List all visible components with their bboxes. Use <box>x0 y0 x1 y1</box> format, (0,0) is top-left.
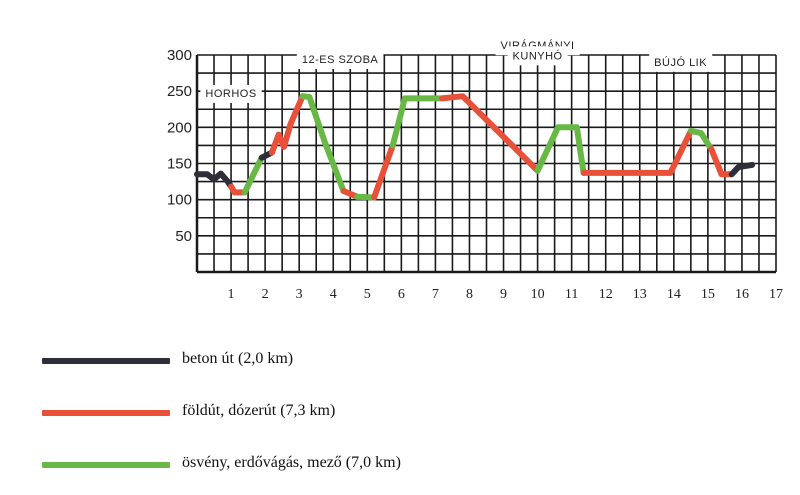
route-segment-osveny <box>534 124 587 176</box>
place-label: KUNYHÓ <box>507 46 568 66</box>
chart-grid <box>195 54 777 274</box>
y-tick-label: 200 <box>167 119 192 136</box>
legend-label-foldut: földút, dózerút (7,3 km) <box>182 402 336 419</box>
route-segment-osveny <box>389 95 446 149</box>
x-tick-label: 16 <box>735 287 749 302</box>
route-segment-foldut <box>708 146 735 178</box>
route-segment-foldut <box>439 93 541 174</box>
place-label-text: 12-ES SZOBA <box>302 54 379 66</box>
x-tick-label: 4 <box>330 287 337 302</box>
x-tick-label: 11 <box>565 287 578 302</box>
y-tick-label: 50 <box>175 228 192 245</box>
x-tick-label: 2 <box>262 287 269 302</box>
route-segment-foldut <box>580 127 694 176</box>
x-tick-label: 7 <box>432 287 439 302</box>
place-label: BÚJÓ LIK <box>649 52 713 72</box>
x-tick-label: 9 <box>500 287 507 302</box>
route-segment-osveny <box>241 154 265 196</box>
place-label-backdrop <box>649 52 713 72</box>
x-tick-label: 17 <box>769 287 783 302</box>
x-tick-label: 5 <box>364 287 371 302</box>
place-label-backdrop <box>296 50 384 69</box>
x-tick-label: 10 <box>531 287 545 302</box>
x-tick-label: 6 <box>398 287 405 302</box>
legend-label-beton: beton út (2,0 km) <box>182 350 294 367</box>
x-tick-label: 12 <box>599 287 613 302</box>
place-label-backdrop <box>507 46 568 66</box>
place-label-text: HORHOS <box>205 88 256 100</box>
route-segment-foldut <box>371 142 396 201</box>
x-tick-label: 3 <box>296 287 303 302</box>
y-tick-label: 100 <box>167 192 192 209</box>
legend-swatch-beton <box>42 358 170 364</box>
route-profile <box>194 93 756 201</box>
route-segment-beton <box>194 170 235 190</box>
y-tick-label: 250 <box>167 83 192 100</box>
x-tick-label: 1 <box>228 287 235 302</box>
legend-swatch-foldut <box>42 410 170 416</box>
x-tick-label: 14 <box>667 287 681 302</box>
legend-label-osveny: ösvény, erdővágás, mező (7,0 km) <box>182 454 401 471</box>
x-tick-label: 15 <box>701 287 715 302</box>
x-tick-labels: 1 2 3 4 5 6 7 8 9 10 11 12 13 14 15 16 17 <box>228 287 783 302</box>
route-segment-osveny <box>299 93 347 194</box>
place-label: HORHOS <box>200 84 262 103</box>
place-label-text: KUNYHÓ <box>513 49 563 62</box>
x-tick-label: 13 <box>633 287 647 302</box>
y-tick-label: 150 <box>167 156 192 173</box>
y-tick-labels: 50 100 150 200 250 300 <box>167 47 192 245</box>
x-tick-label: 8 <box>466 287 473 302</box>
legend-swatch-osveny <box>42 462 170 468</box>
place-label-backdrop <box>200 84 262 103</box>
route-segment-osveny <box>687 127 715 152</box>
route-segment-foldut <box>228 183 248 196</box>
place-label: 12-ES SZOBA <box>296 50 384 69</box>
route-segment-foldut <box>268 93 306 156</box>
place-label-text: BÚJÓ LIK <box>654 56 707 69</box>
route-segment-beton <box>728 161 756 178</box>
y-tick-label: 300 <box>167 47 192 64</box>
